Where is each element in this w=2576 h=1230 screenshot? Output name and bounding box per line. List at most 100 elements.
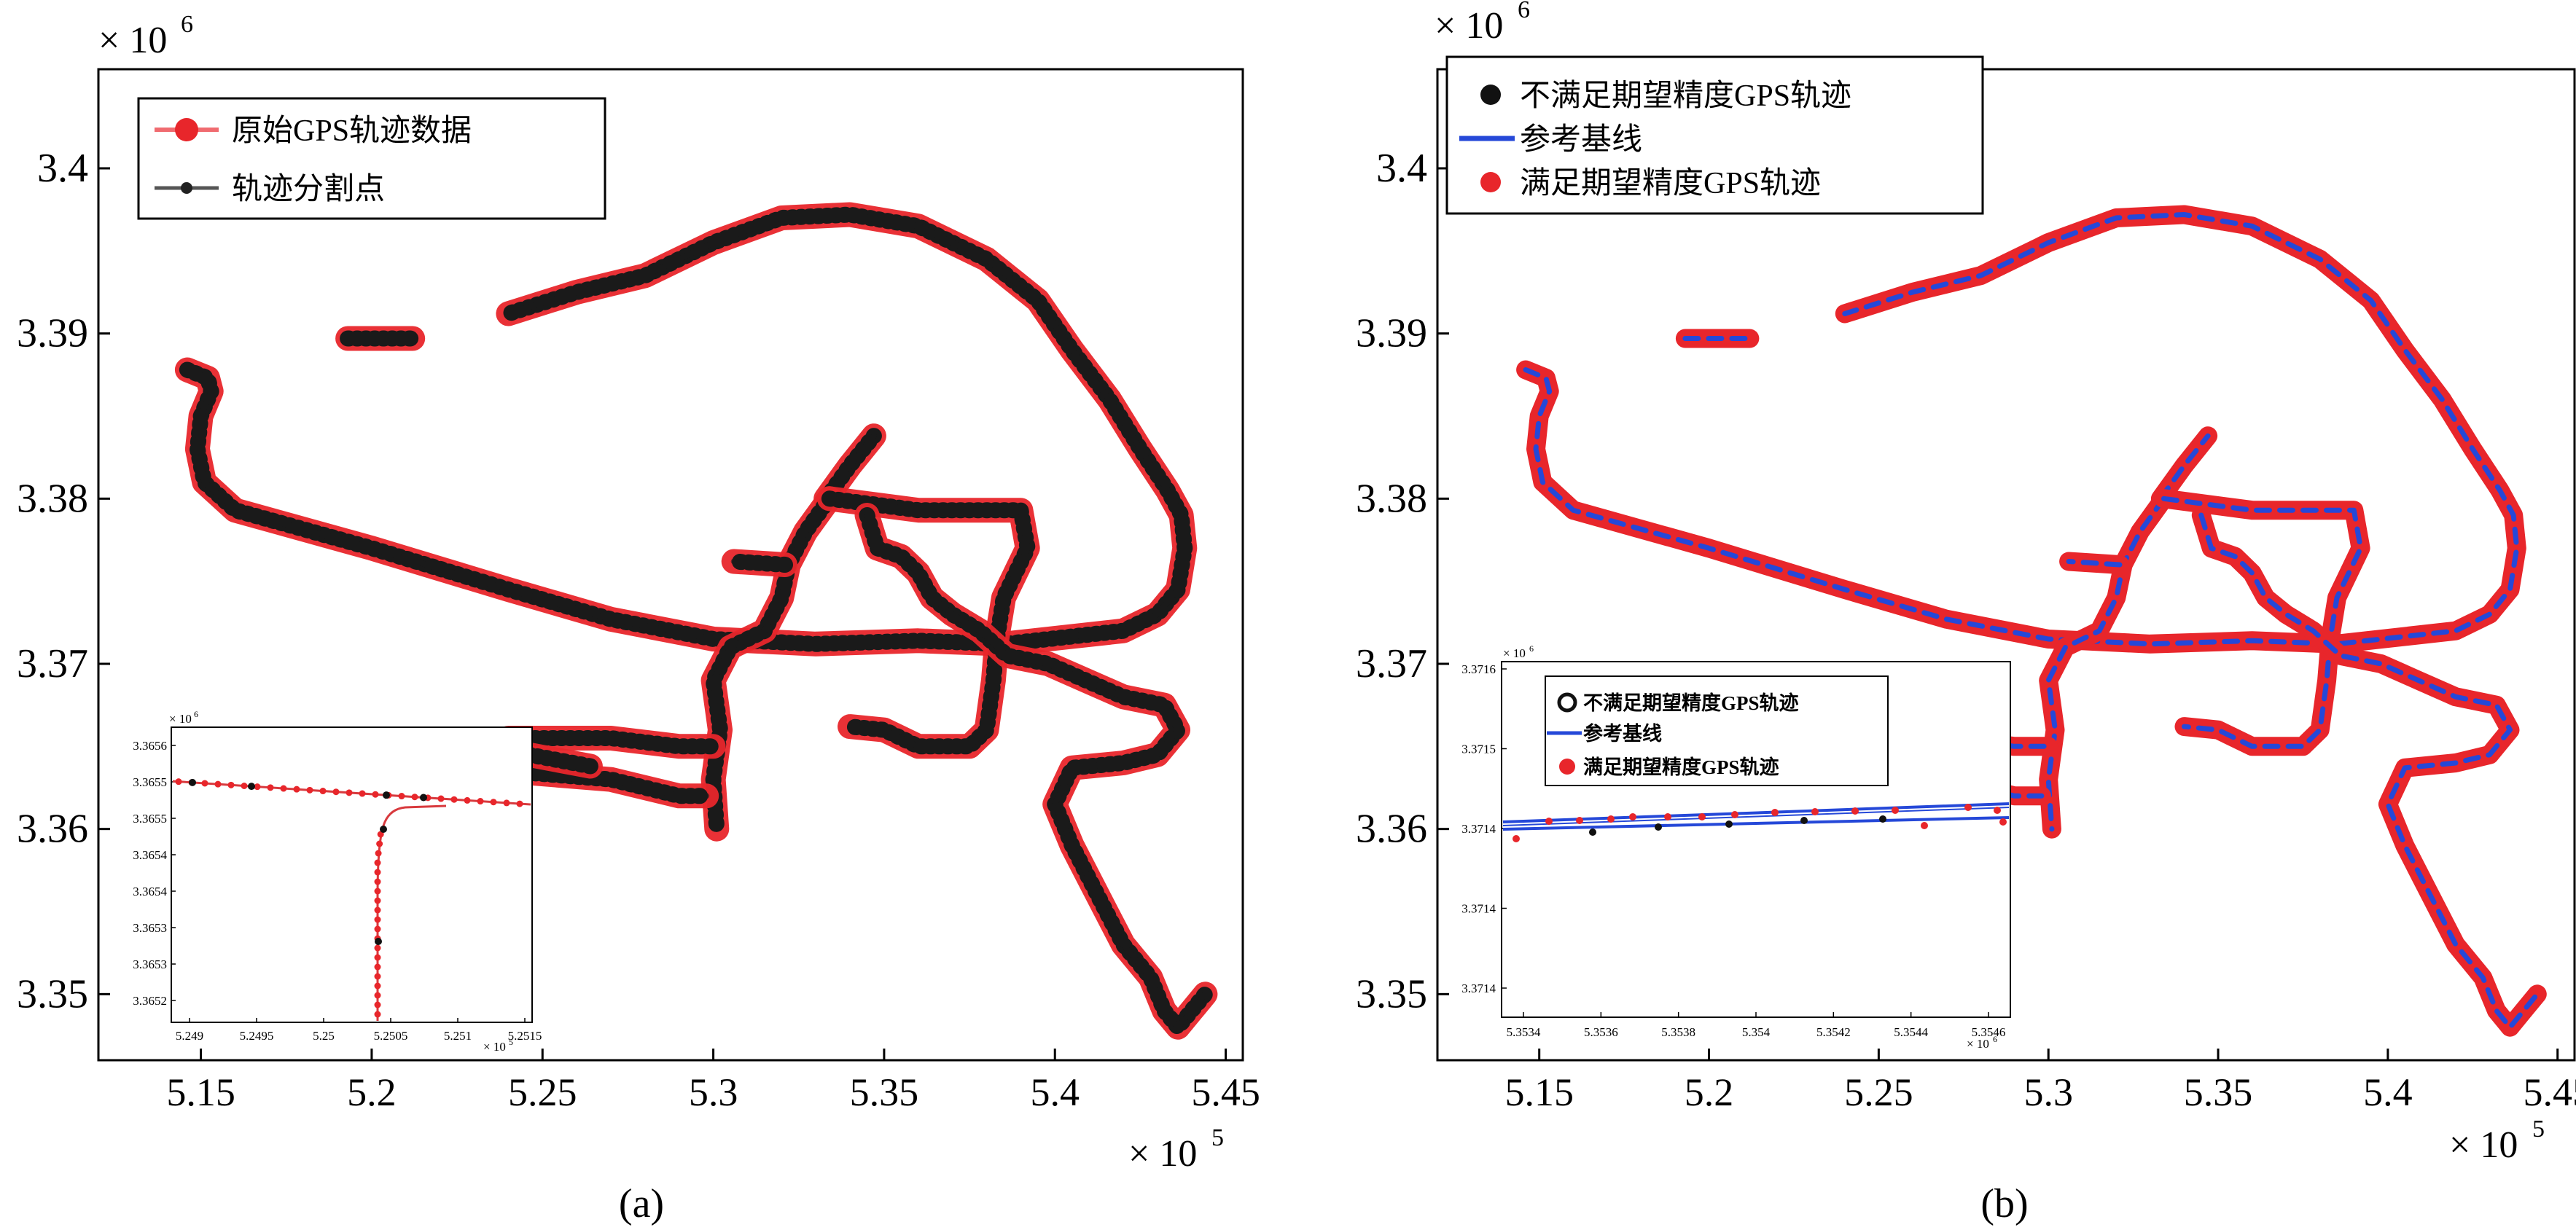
inset-pass-point xyxy=(1964,804,1972,811)
inset-x-tick-label: 5.3544 xyxy=(1894,1025,1928,1039)
inset-x-tick-label: 5.354 xyxy=(1742,1025,1771,1039)
inset-branch-point xyxy=(374,906,381,914)
inset-y-tick-label: 3.3654 xyxy=(133,885,167,898)
legend-a-split-label: 轨迹分割点 xyxy=(232,173,385,206)
inset-y-tick-label: 3.3655 xyxy=(133,775,167,789)
inset-reference-baseline xyxy=(1502,807,2010,826)
inset-b-legend-pass-marker xyxy=(1559,759,1575,775)
inset-branch-point xyxy=(374,869,381,876)
inset-y-tick-label: 3.3654 xyxy=(133,848,167,862)
inset-branch-point xyxy=(374,982,381,990)
x-tick-label: 5.4 xyxy=(1030,1070,1080,1114)
inset-y-tick-label: 3.3653 xyxy=(133,921,167,935)
x-tick-label: 5.4 xyxy=(2363,1070,2413,1114)
y-tick-label: 3.35 xyxy=(1356,971,1427,1016)
x-tick-label: 5.45 xyxy=(1191,1070,1260,1114)
inset-reference-baseline xyxy=(1502,816,2010,831)
inset-fail-point xyxy=(1725,820,1733,828)
panel-b-x-exponent-power: 5 xyxy=(2532,1116,2545,1143)
y-tick-label: 3.38 xyxy=(1356,476,1427,521)
inset-b-legend-fail-label: 不满足期望精度GPS轨迹 xyxy=(1583,692,1799,714)
reference-baseline xyxy=(2066,559,2123,568)
legend-a-split-marker xyxy=(181,182,192,194)
panel-b-y-exponent-power: 6 xyxy=(1518,0,1530,23)
inset-branch-point xyxy=(374,897,381,904)
inset-raw-point xyxy=(437,795,445,802)
inset-raw-point xyxy=(227,781,235,788)
inset-raw-point xyxy=(306,786,313,794)
reference-baseline xyxy=(2158,433,2211,501)
inset-branch-point xyxy=(376,840,383,847)
inset-y-tick-label: 3.3714 xyxy=(1461,982,1496,995)
y-tick-label: 3.37 xyxy=(17,641,88,686)
inset-raw-point xyxy=(398,793,405,800)
inset-raw-point xyxy=(359,790,366,797)
panel-b-legend: 不满足期望精度GPS轨迹 参考基线 满足期望精度GPS轨迹 xyxy=(1445,55,1984,215)
inset-raw-point xyxy=(490,799,497,806)
inset-x-tick-label: 5.3542 xyxy=(1816,1025,1851,1039)
x-tick-label: 5.15 xyxy=(1504,1070,1574,1114)
inset-y-tick-label: 3.3714 xyxy=(1461,822,1496,836)
inset-raw-point xyxy=(319,788,327,795)
inset-raw-point xyxy=(372,791,379,798)
inset-split-point xyxy=(248,783,255,791)
panel-a-y-exponent: × 10 xyxy=(98,20,167,61)
panel-b-y-axis: 3.35 3.36 3.37 3.38 3.39 3.4 xyxy=(1356,146,1449,1016)
x-tick-label: 5.45 xyxy=(2523,1070,2576,1114)
inset-y-tick-label: 3.3715 xyxy=(1461,743,1496,756)
inset-split-point xyxy=(420,794,427,802)
inset-split-point xyxy=(189,778,196,786)
inset-x-tick-label: 5.249 xyxy=(176,1029,203,1043)
legend-b-pass-label: 满足期望精度GPS轨迹 xyxy=(1520,167,1821,200)
track-centerline xyxy=(505,735,717,750)
inset-branch-point xyxy=(374,973,381,980)
panel-a-x-exponent: × 10 xyxy=(1128,1133,1197,1175)
x-tick-label: 5.25 xyxy=(508,1070,577,1114)
panel-a-y-axis: 3.35 3.36 3.37 3.38 3.39 3.4 xyxy=(17,146,110,1016)
inset-raw-point xyxy=(450,796,458,803)
inset-split-point xyxy=(380,826,387,833)
inset-raw-point xyxy=(267,784,274,791)
inset-b-legend-baseline-label: 参考基线 xyxy=(1583,722,1662,745)
inset-x-tick-label: 5.2505 xyxy=(374,1029,408,1043)
panel-a-inset: × 10 6 × 10 5 5.249 5.2495 5.25 5.2505 5.251… xyxy=(133,709,542,1054)
inset-x-tick-label: 5.3538 xyxy=(1661,1025,1695,1039)
inset-pass-point xyxy=(1545,818,1553,825)
inset-y-tick-label: 3.3714 xyxy=(1461,902,1496,916)
reference-baseline xyxy=(2161,495,2364,749)
inset-b-x-exponent: × 10 xyxy=(1967,1037,1989,1051)
inset-x-tick-label: 5.2495 xyxy=(240,1029,274,1043)
inset-pass-point xyxy=(1731,811,1738,818)
inset-raw-point xyxy=(477,798,484,805)
inset-raw-point xyxy=(201,780,208,787)
inset-raw-point xyxy=(411,794,418,801)
inset-raw-point xyxy=(175,778,182,786)
inset-pass-point xyxy=(1607,815,1615,823)
inset-reference-baseline xyxy=(1502,802,2010,823)
inset-pass-point xyxy=(1811,808,1819,815)
inset-raw-point xyxy=(503,799,510,807)
inset-branch-point xyxy=(374,944,381,952)
inset-x-tick-label: 5.3536 xyxy=(1584,1025,1618,1039)
legend-b-pass-marker xyxy=(1480,172,1501,192)
inset-b-legend: 不满足期望精度GPS轨迹 参考基线 满足期望精度GPS轨迹 xyxy=(1545,675,1889,786)
inset-branch-point xyxy=(374,992,381,999)
inset-fail-point xyxy=(1589,829,1596,836)
inset-y-tick-label: 3.3653 xyxy=(133,957,167,971)
inset-y-tick-label: 3.3652 xyxy=(133,994,167,1008)
x-tick-label: 5.3 xyxy=(2023,1070,2073,1114)
panel-a-x-exponent-power: 5 xyxy=(1211,1124,1224,1151)
inset-b-x-exponent-power: 6 xyxy=(1993,1034,1997,1044)
inset-raw-point xyxy=(241,783,248,789)
inset-pass-point xyxy=(1771,809,1779,816)
x-tick-label: 5.25 xyxy=(1844,1070,1913,1114)
inset-raw-point xyxy=(214,780,222,788)
inset-branch-point xyxy=(374,1011,381,1018)
inset-split-point xyxy=(383,791,390,799)
y-tick-label: 3.39 xyxy=(1356,311,1427,356)
inset-pass-point xyxy=(1994,807,2001,814)
inset-branch-point xyxy=(374,963,381,971)
inset-raw-point xyxy=(332,788,340,796)
inset-b-legend-fail-marker xyxy=(1557,692,1577,713)
